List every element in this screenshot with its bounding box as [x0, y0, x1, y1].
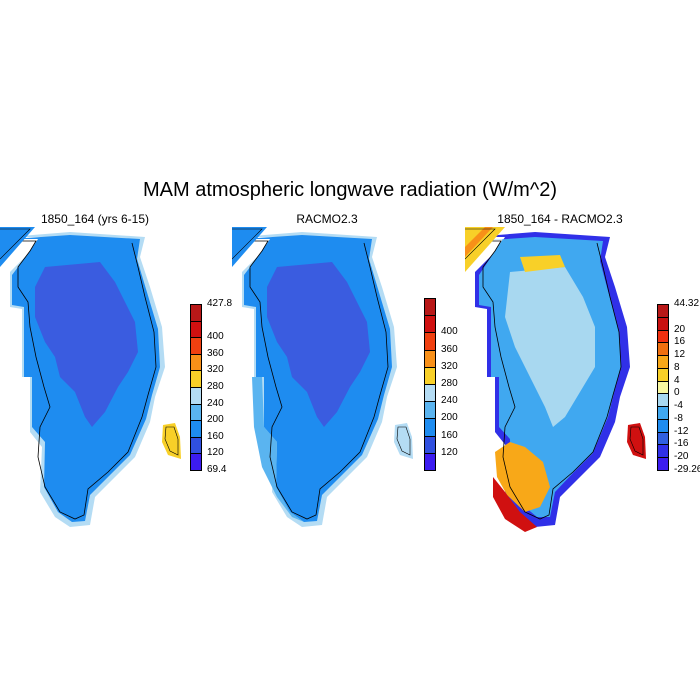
colorbar-label: 427.8 — [207, 298, 233, 309]
panel-title: 1850_164 - RACMO2.3 — [497, 212, 623, 226]
colorbar-label: 280 — [207, 381, 224, 392]
colorbar-swatch — [190, 320, 202, 339]
colorbar-label: 4 — [674, 374, 680, 386]
colorbar-label: 240 — [441, 395, 458, 407]
colorbar-label: 200 — [207, 414, 224, 426]
coastline — [479, 240, 622, 520]
colorbar-label: -20 — [674, 451, 689, 463]
colorbar-swatch — [657, 457, 669, 471]
colorbar-label: 0 — [674, 387, 680, 399]
colorbar-swatch — [190, 353, 202, 372]
iceland-region — [162, 423, 181, 459]
iceland-region — [394, 423, 413, 459]
panel-title: RACMO2.3 — [296, 212, 358, 226]
colorbar-swatch — [190, 337, 202, 355]
south-warm-region — [495, 442, 550, 512]
coastline — [14, 240, 157, 520]
colorbar-swatch — [190, 403, 202, 422]
greenland-map — [465, 227, 646, 532]
colorbar-label: 320 — [441, 360, 458, 372]
colorbar-swatch — [424, 366, 436, 385]
greenland-map — [0, 227, 181, 527]
colorbar-label: 8 — [674, 361, 680, 373]
colorbar-label: 360 — [207, 347, 224, 359]
colorbar-swatch — [657, 304, 669, 318]
colorbar-swatch — [190, 304, 202, 322]
colorbar-label: 120 — [207, 447, 224, 459]
ellesmere-region — [0, 227, 35, 267]
colorbar-label: 360 — [441, 343, 458, 355]
colorbar-label: -29.26 — [674, 464, 700, 475]
colorbar-swatch — [190, 387, 202, 405]
interior-region — [505, 267, 595, 427]
colorbar-label: 20 — [674, 323, 686, 335]
colorbar-swatch — [190, 370, 202, 388]
colorbar-swatch — [190, 436, 202, 455]
colorbar-label: 44.32 — [674, 298, 700, 309]
colorbar-swatch — [424, 401, 436, 420]
page-title: MAM atmospheric longwave radiation (W/m^… — [143, 179, 557, 201]
interior-region — [35, 262, 138, 427]
colorbar-swatch — [657, 316, 669, 331]
colorbar-label: -8 — [674, 412, 683, 424]
colorbar-swatch — [657, 342, 669, 357]
colorbar-label: 160 — [441, 429, 458, 441]
south-hot-region — [493, 477, 537, 532]
colorbar-label: -4 — [674, 400, 683, 412]
colorbar-label: -12 — [674, 425, 689, 437]
greenland-map — [232, 227, 413, 527]
colorbar-swatch — [424, 418, 436, 437]
colorbar-label: 69.4 — [207, 464, 227, 475]
colorbar-swatch — [190, 420, 202, 438]
colorbar-swatch — [657, 431, 669, 446]
colorbar-swatch — [657, 406, 669, 420]
colorbar-swatch — [657, 418, 669, 433]
coastline — [246, 240, 389, 520]
colorbar-label: 320 — [207, 364, 224, 376]
colorbar-label: 120 — [441, 446, 458, 458]
colorbar-swatch — [424, 315, 436, 334]
iceland-region — [627, 423, 646, 459]
ellesmere-region — [232, 227, 267, 267]
margin-band-region — [252, 377, 304, 522]
colorbar-label: 400 — [207, 331, 224, 343]
panel-title: 1850_164 (yrs 6-15) — [40, 212, 150, 226]
colorbar-label: 16 — [674, 336, 686, 348]
panel-racmo: RACMO2.3 — [232, 212, 422, 532]
colorbar-swatch — [424, 349, 436, 368]
colorbar-swatch — [424, 384, 436, 403]
colorbar-swatch — [657, 380, 669, 395]
colorbar-swatch — [190, 453, 202, 471]
colorbar-swatch — [657, 367, 669, 382]
colorbar-swatch — [657, 444, 669, 459]
colorbar-swatch — [424, 298, 436, 317]
colorbar-swatch — [657, 329, 669, 344]
colorbar-label: 200 — [441, 412, 458, 424]
colorbar-swatch — [657, 355, 669, 369]
colorbar-label: 240 — [207, 397, 224, 409]
panel-difference: 1850_164 - RACMO2.3 — [465, 212, 655, 532]
interior-region — [267, 262, 370, 427]
colorbar-label: 12 — [674, 349, 686, 361]
panel-model: 1850_164 (yrs 6-15) — [0, 212, 190, 532]
colorbar-swatch — [424, 332, 436, 351]
colorbar-swatch — [424, 452, 436, 471]
colorbar-label: 400 — [441, 326, 458, 338]
colorbar-label: 160 — [207, 430, 224, 442]
colorbar-label: 280 — [441, 378, 458, 389]
colorbar-swatch — [424, 435, 436, 454]
north-warm-region — [520, 255, 565, 272]
colorbar-label: -16 — [674, 438, 689, 450]
colorbar-swatch — [657, 393, 669, 408]
